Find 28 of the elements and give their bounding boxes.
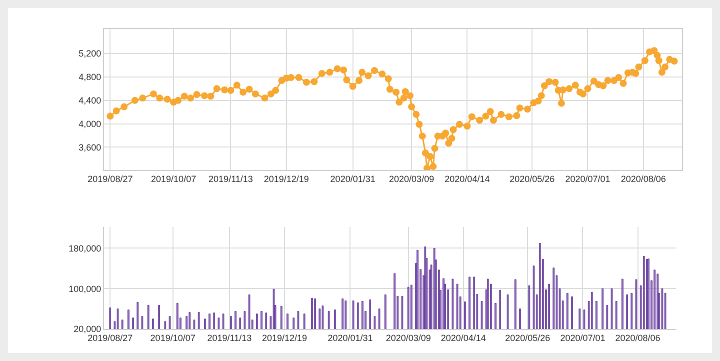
x-tick-label: 2019/10/07 <box>150 332 196 343</box>
x-tick-label: 2019/11/13 <box>208 174 253 184</box>
x-tick-label: 2020/05/26 <box>505 332 550 343</box>
y-tick-label: 3,600 <box>78 142 102 152</box>
x-tick-label: 2019/12/19 <box>262 332 307 343</box>
x-tick-label: 2020/04/14 <box>440 332 486 343</box>
x-tick-label: 2019/08/27 <box>88 332 133 343</box>
x-tick-label: 2020/04/14 <box>444 174 490 184</box>
x-tick-label: 2020/03/09 <box>386 332 431 343</box>
x-tick-label: 2020/08/06 <box>620 174 666 184</box>
x-tick-label: 2020/05/26 <box>510 174 555 184</box>
x-tick-label: 2019/10/07 <box>151 174 196 184</box>
x-tick-label: 2020/07/01 <box>560 332 606 343</box>
y-tick-label: 4,800 <box>78 72 102 82</box>
x-tick-label: 2020/07/01 <box>565 174 610 184</box>
x-tick-label: 2020/01/31 <box>328 332 373 343</box>
y-tick-label: 20,000 <box>74 324 102 334</box>
x-tick-label: 2020/03/09 <box>389 174 434 184</box>
y-tick-label: 4,000 <box>78 118 102 129</box>
x-tick-label: 2019/11/13 <box>207 332 252 343</box>
x-tick-label: 2019/12/19 <box>264 174 309 184</box>
x-tick-label: 2020/01/31 <box>330 174 376 184</box>
x-tick-label: 2020/08/06 <box>615 332 660 343</box>
x-tick-label: 2019/08/27 <box>88 174 133 184</box>
y-tick-label: 4,400 <box>78 96 102 106</box>
y-tick-label: 180,000 <box>68 243 102 254</box>
y-tick-label: 5,200 <box>78 48 102 59</box>
y-tick-label: 100,000 <box>68 284 102 294</box>
